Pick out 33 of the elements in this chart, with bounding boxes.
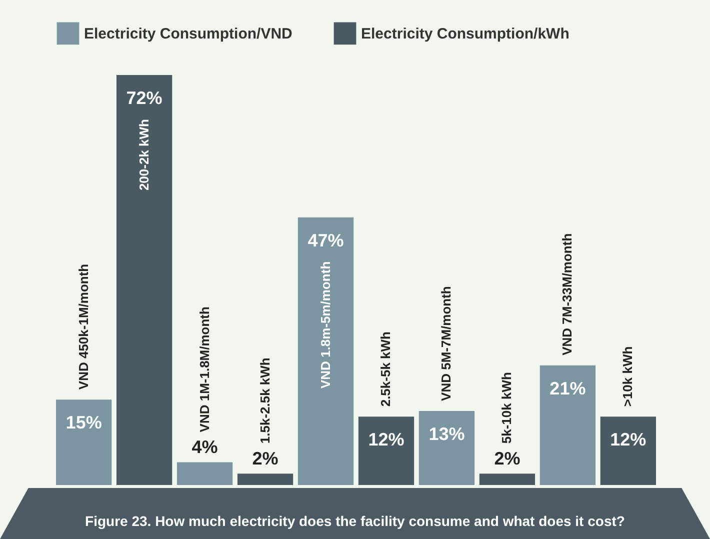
legend-label: Electricity Consumption/VND: [84, 25, 293, 42]
data-label: 13%: [428, 424, 465, 444]
bar: [56, 400, 112, 485]
data-label: 12%: [610, 430, 646, 450]
data-label: 72%: [126, 88, 162, 108]
bar: [600, 416, 656, 485]
x-tick-label: VND 1.8m-5m/month: [318, 261, 333, 388]
x-tick-label: >10k kWh: [620, 346, 636, 407]
x-tick-label: VND 1M-1.8M/month: [196, 306, 212, 432]
bar: [298, 217, 354, 485]
bar: [237, 474, 294, 485]
x-tick-label: 200-2k kWh: [136, 118, 152, 191]
bar: [176, 462, 233, 485]
x-tick-label: VND 5M-7M/month: [438, 286, 454, 401]
x-tick-label: 1.5k-2.5k kWh: [257, 358, 272, 444]
x-tick-label: 2.5k-5k kWh: [378, 331, 394, 407]
data-label: 2%: [252, 448, 278, 469]
bar: [116, 75, 172, 485]
data-label: 15%: [66, 412, 102, 433]
x-tick-label: 5k-10k kWh: [499, 372, 514, 444]
caption: Figure 23. How much electricity does the facility consume and what does it cost?: [0, 488, 710, 539]
bar: [418, 410, 475, 485]
x-tick-label: VND 7M-33M/month: [560, 233, 575, 356]
bar: [540, 365, 596, 485]
bar: [479, 474, 536, 485]
data-label: 12%: [368, 430, 404, 450]
data-label: 47%: [308, 230, 344, 250]
legend-label: Electricity Consumption/kWh: [361, 25, 570, 42]
data-label: 2%: [494, 448, 520, 469]
bar: [358, 416, 414, 485]
data-label: 21%: [550, 378, 586, 398]
data-label: 4%: [192, 437, 218, 458]
x-tick-label: VND 450k-1M/month: [76, 264, 91, 390]
